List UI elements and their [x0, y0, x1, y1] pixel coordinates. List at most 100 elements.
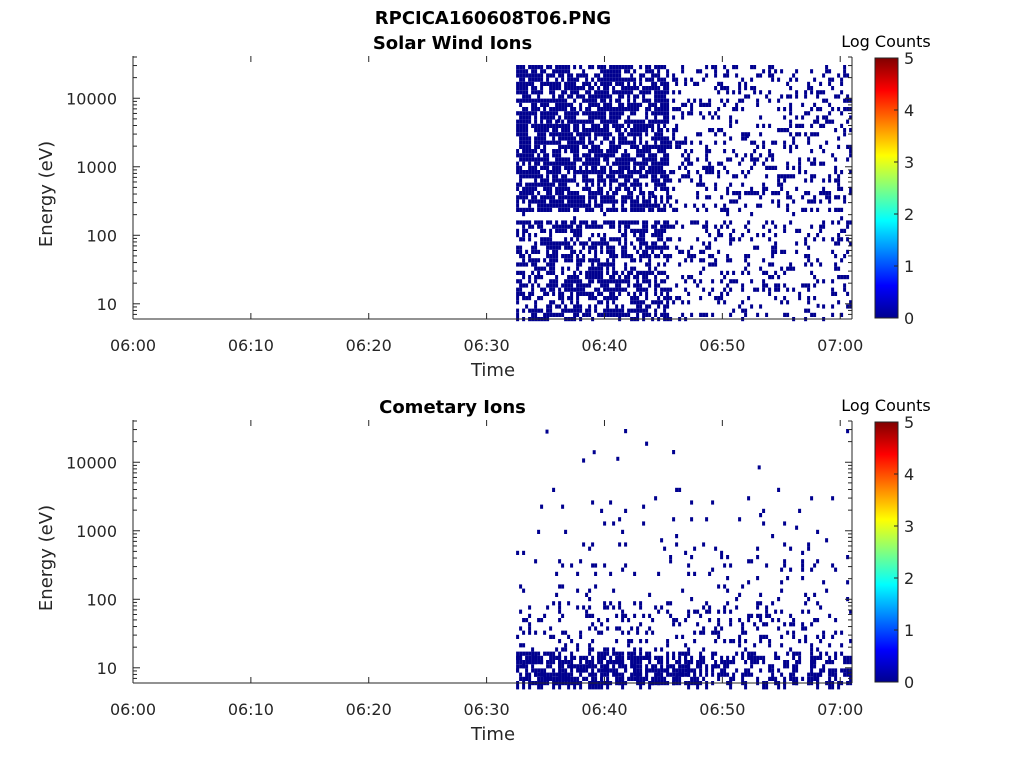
- spectrogram-cell: [606, 304, 610, 309]
- spectrogram-cell: [561, 668, 565, 673]
- spectrogram-cell: [606, 220, 610, 225]
- spectrogram-cell: [828, 119, 832, 124]
- spectrogram-cell: [534, 199, 538, 204]
- spectrogram-cell: [516, 165, 520, 170]
- spectrogram-cell: [615, 65, 619, 70]
- spectrogram-cell: [681, 69, 685, 74]
- spectrogram-cell: [831, 681, 835, 690]
- spectrogram-cell: [537, 270, 541, 275]
- spectrogram-cell: [642, 144, 646, 149]
- spectrogram-cell: [747, 668, 751, 677]
- spectrogram-cell: [696, 69, 700, 74]
- spectrogram-cell: [519, 178, 523, 183]
- spectrogram-cell: [579, 132, 583, 137]
- spectrogram-cell: [537, 249, 541, 254]
- spectrogram-cell: [654, 144, 658, 149]
- spectrogram-cell: [546, 308, 550, 313]
- spectrogram-cell: [519, 195, 523, 200]
- spectrogram-cell: [600, 128, 604, 133]
- spectrogram-cell: [654, 655, 658, 660]
- spectrogram-cell: [573, 655, 577, 660]
- spectrogram-cell: [747, 618, 751, 623]
- spectrogram-cell: [786, 195, 790, 200]
- spectrogram-cell: [714, 69, 718, 74]
- spectrogram-cell: [795, 69, 799, 74]
- spectrogram-cell: [831, 304, 835, 309]
- spectrogram-cell: [729, 241, 733, 246]
- spectrogram-cell: [522, 86, 526, 91]
- spectrogram-cell: [603, 94, 607, 99]
- spectrogram-cell: [744, 312, 748, 317]
- spectrogram-cell: [609, 182, 613, 187]
- spectrogram-cell: [636, 170, 640, 175]
- spectrogram-cell: [642, 279, 646, 284]
- spectrogram-cell: [615, 296, 619, 301]
- spectrogram-cell: [588, 304, 592, 309]
- spectrogram-cell: [606, 107, 610, 112]
- spectrogram-cell: [567, 140, 571, 145]
- spectrogram-cell: [558, 157, 562, 162]
- spectrogram-cell: [564, 308, 568, 313]
- spectrogram-cell: [591, 500, 595, 505]
- spectrogram-cell: [714, 111, 718, 116]
- spectrogram-cell: [525, 86, 529, 91]
- spectrogram-cell: [666, 304, 670, 309]
- spectrogram-cell: [618, 73, 622, 78]
- spectrogram-cell: [663, 174, 667, 179]
- spectrogram-cell: [759, 668, 763, 673]
- spectrogram-cell: [588, 651, 592, 656]
- spectrogram-cell: [810, 651, 814, 656]
- spectrogram-cell: [711, 279, 715, 284]
- spectrogram-cell: [702, 312, 706, 317]
- spectrogram-cell: [627, 165, 631, 170]
- spectrogram-cell: [564, 228, 568, 233]
- spectrogram-cell: [579, 304, 583, 309]
- spectrogram-cell: [627, 224, 631, 229]
- spectrogram-cell: [519, 672, 523, 677]
- spectrogram-cell: [597, 170, 601, 175]
- spectrogram-cell: [654, 170, 658, 175]
- spectrogram-cell: [708, 609, 712, 614]
- spectrogram-cell: [759, 613, 763, 618]
- spectrogram-cell: [831, 249, 835, 254]
- spectrogram-cell: [597, 65, 601, 70]
- spectrogram-cell: [699, 102, 703, 107]
- spectrogram-cell: [597, 668, 601, 673]
- spectrogram-cell: [585, 220, 589, 225]
- spectrogram-cell: [552, 132, 556, 137]
- spectrogram-cell: [636, 203, 640, 208]
- spectrogram-cell: [645, 254, 649, 259]
- spectrogram-cell: [525, 73, 529, 78]
- spectrogram-cell: [747, 496, 751, 501]
- spectrogram-cell: [804, 207, 808, 212]
- spectrogram-cell: [570, 102, 574, 107]
- spectrogram-cell: [810, 567, 814, 572]
- spectrogram-cell: [603, 212, 607, 217]
- spectrogram-cell: [633, 228, 637, 233]
- spectrogram-cell: [603, 237, 607, 242]
- spectrogram-cell: [621, 195, 625, 200]
- spectrogram-cell: [801, 559, 805, 564]
- spectrogram-cell: [627, 308, 631, 313]
- spectrogram-cell: [849, 115, 853, 120]
- figure-title: RPCICA160608T06.PNG: [375, 8, 611, 29]
- spectrogram-cell: [660, 605, 664, 610]
- spectrogram-cell: [576, 283, 580, 288]
- spectrogram-cell: [672, 170, 676, 175]
- spectrogram-cell: [573, 664, 577, 669]
- spectrogram-cell: [612, 660, 616, 665]
- spectrogram-cell: [630, 174, 634, 179]
- spectrogram-cell: [657, 304, 661, 309]
- spectrogram-cell: [528, 672, 532, 681]
- spectrogram-cell: [528, 258, 532, 263]
- spectrogram-cell: [660, 207, 664, 212]
- spectrogram-cell: [564, 123, 568, 128]
- spectrogram-cell: [621, 279, 625, 284]
- spectrogram-cell: [681, 65, 685, 70]
- spectrogram-cell: [666, 144, 670, 149]
- spectrogram-cell: [654, 195, 658, 200]
- spectrogram-cell: [648, 283, 652, 288]
- spectrogram-cell: [627, 140, 631, 145]
- spectrogram-cell: [633, 233, 637, 238]
- y-tick-label: 10: [97, 659, 117, 678]
